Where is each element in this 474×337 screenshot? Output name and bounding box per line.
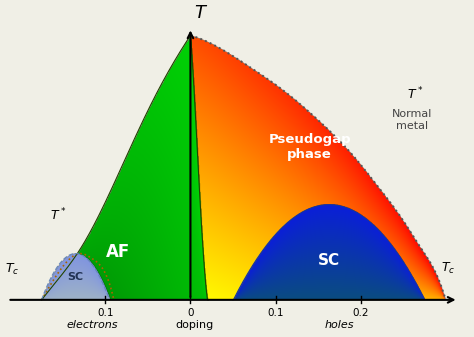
Text: $T_c$: $T_c$: [5, 262, 19, 277]
Text: $T^*$: $T^*$: [50, 207, 67, 223]
Text: electrons: electrons: [67, 320, 118, 330]
Text: Pseudogap
phase: Pseudogap phase: [268, 132, 351, 160]
Text: $T^*$: $T^*$: [408, 85, 424, 102]
Text: AF: AF: [106, 243, 130, 261]
Text: doping: doping: [175, 320, 214, 330]
Text: 0.1: 0.1: [97, 308, 114, 318]
Text: $T_c$: $T_c$: [441, 261, 456, 276]
Text: T: T: [195, 4, 206, 22]
Text: SC: SC: [318, 253, 340, 268]
Text: Normal
metal: Normal metal: [392, 109, 432, 131]
Text: 0: 0: [187, 308, 194, 318]
Text: holes: holes: [325, 320, 354, 330]
Text: 0.1: 0.1: [267, 308, 284, 318]
Text: 0.2: 0.2: [352, 308, 369, 318]
Text: SC: SC: [67, 272, 83, 282]
